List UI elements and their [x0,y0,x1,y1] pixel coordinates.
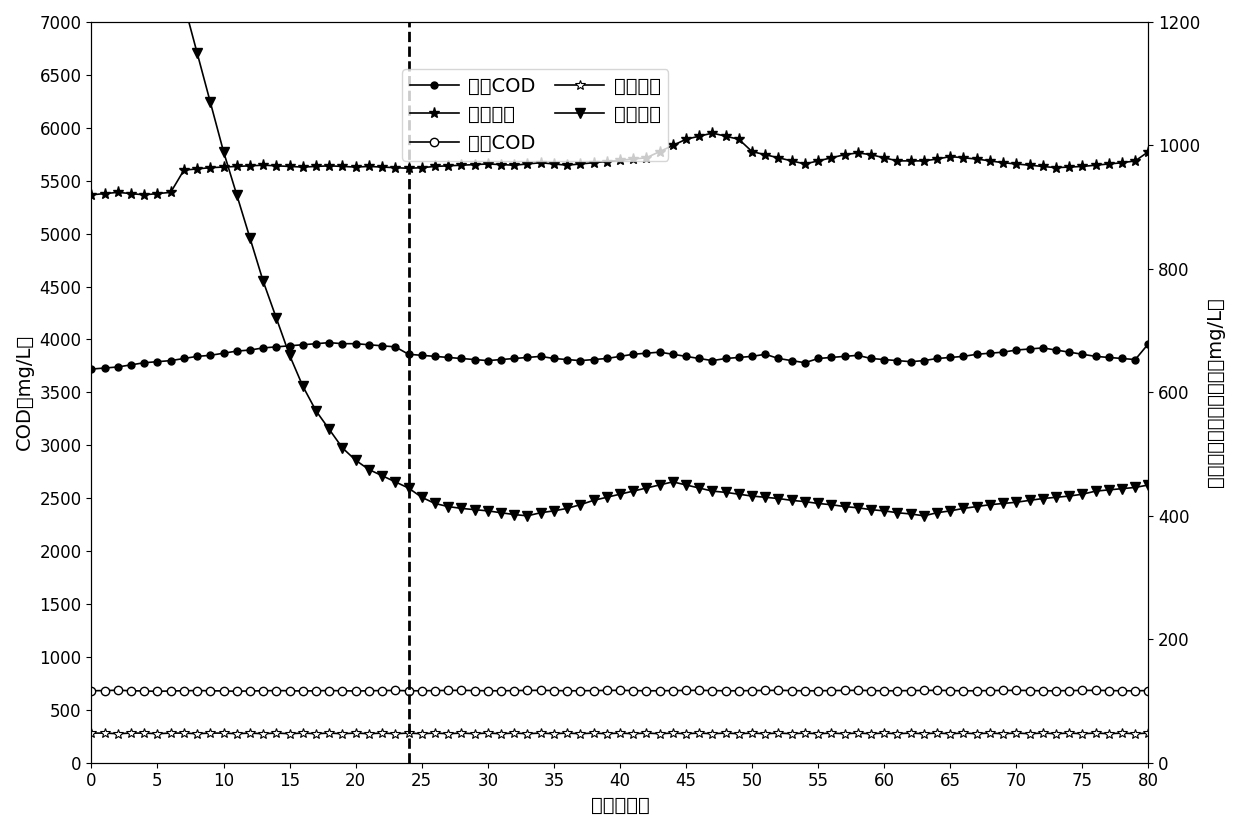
进水氨氮 [1009,159,1024,169]
进水COD [678,351,693,361]
Line: 出水COD: 出水COD [87,686,1153,696]
进水COD [1049,345,1064,355]
出水氨氮 [877,728,892,738]
进水氨氮 [877,153,892,163]
出水氨氮 [84,728,99,738]
出水总氮 [1009,497,1024,507]
出水氨氮 [110,729,125,739]
出水氨氮 [1009,728,1024,738]
出水COD [890,686,905,696]
出水氨氮 [956,728,971,738]
进水COD [1141,339,1156,349]
进水氨氮 [1049,163,1064,173]
出水氨氮 [1141,728,1156,738]
进水COD [322,338,337,348]
出水COD [692,686,707,696]
出水总氮 [956,504,971,514]
出水COD [1061,686,1076,696]
Y-axis label: 进出水氨氮和出水总氮（mg/L）: 进出水氨氮和出水总氮（mg/L） [1207,297,1225,487]
进水COD [84,364,99,374]
Legend: 进水COD, 进水氨氮, 出水COD, 出水氨氮, 出水总氮: 进水COD, 进水氨氮, 出水COD, 出水氨氮, 出水总氮 [402,69,668,161]
Line: 出水总氮: 出水总氮 [87,0,1153,520]
进水COD [758,349,773,359]
进水氨氮 [758,149,773,159]
出水COD [84,686,99,696]
进水氨氮 [1141,147,1156,157]
出水COD [970,686,985,696]
进水氨氮 [84,190,99,200]
出水COD [150,686,165,696]
出水总氮 [1141,480,1156,490]
进水氨氮 [666,140,681,150]
出水COD [1022,686,1037,696]
出水总氮 [678,480,693,490]
出水COD [771,686,786,696]
Line: 进水氨氮: 进水氨氮 [86,128,1154,200]
出水氨氮 [678,729,693,739]
进水COD [956,351,971,361]
Line: 出水氨氮: 出水氨氮 [87,728,1153,739]
出水COD [1141,686,1156,696]
进水氨氮 [956,153,971,163]
Y-axis label: COD（mg/L）: COD（mg/L） [15,334,33,451]
出水总氮 [877,506,892,516]
出水总氮 [758,492,773,502]
进水氨氮 [706,128,720,138]
出水COD [110,686,125,696]
出水氨氮 [1049,729,1064,739]
进水COD [1009,345,1024,355]
进水COD [877,354,892,364]
出水总氮 [520,510,534,520]
出水氨氮 [758,729,773,739]
X-axis label: 时间（天）: 时间（天） [590,796,650,815]
Line: 进水COD: 进水COD [88,339,1152,373]
出水总氮 [1049,492,1064,502]
